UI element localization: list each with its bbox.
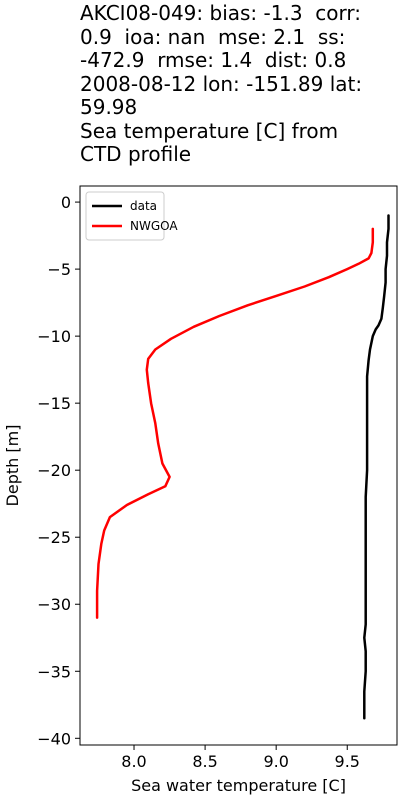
chart-title: AKCI08-049: bias: -1.3 corr: 0.9 ioa: na…	[80, 1, 363, 166]
series-line-nwgoa	[95, 227, 375, 619]
y-tick-label: −15	[37, 394, 71, 413]
x-tick-label: 9.0	[263, 752, 288, 771]
plot-frame	[79, 185, 398, 746]
x-tick-label: 8.0	[121, 752, 146, 771]
series-layer	[95, 214, 390, 720]
y-axis: 0 −5 −10 −15 −20 −25 −30 −35 −40	[37, 193, 80, 748]
y-tick-label: 0	[61, 193, 71, 212]
y-tick-label: −35	[37, 662, 71, 681]
y-tick-label: −25	[37, 528, 71, 547]
y-tick-label: −30	[37, 595, 71, 614]
x-tick-label: 8.5	[192, 752, 217, 771]
y-tick-label: −40	[37, 729, 71, 748]
series-line-data	[363, 214, 390, 720]
x-tick-label: 9.5	[335, 752, 360, 771]
legend: data NWGOA	[85, 191, 178, 241]
y-tick-label: −5	[47, 260, 71, 279]
y-axis-label: Depth [m]	[3, 425, 22, 507]
y-tick-label: −10	[37, 327, 71, 346]
x-axis-label: Sea water temperature [C]	[131, 776, 346, 795]
x-axis: 8.0 8.5 9.0 9.5	[121, 745, 360, 771]
legend-box	[85, 191, 165, 241]
legend-label: data	[130, 199, 157, 213]
y-tick-label: −20	[37, 461, 71, 480]
legend-label: NWGOA	[130, 219, 178, 233]
